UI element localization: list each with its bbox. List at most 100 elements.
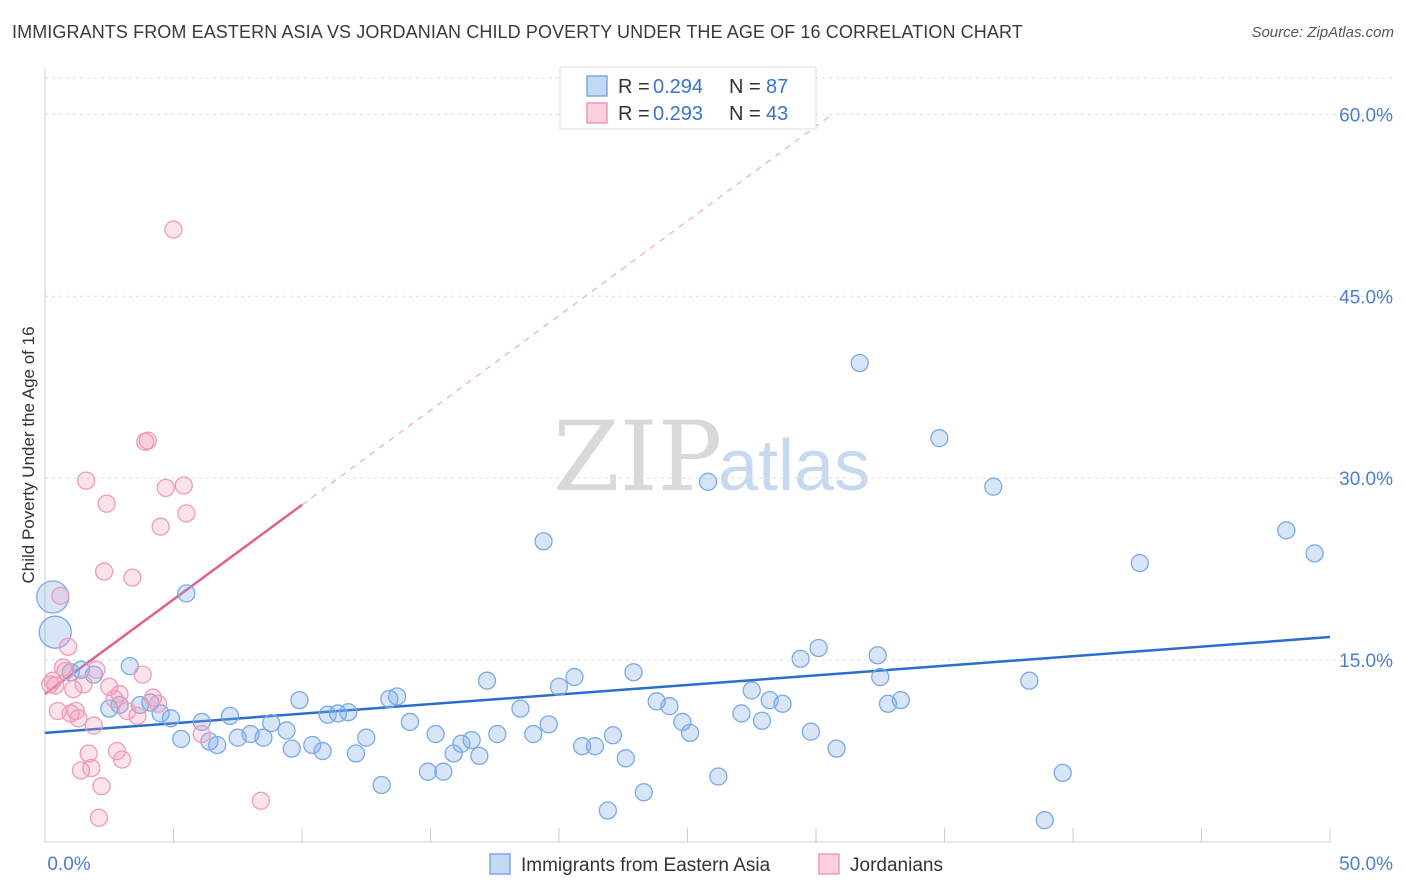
jordanians-point [87,660,106,679]
eastern-asia-point [624,663,643,682]
eastern-asia-point [161,709,181,728]
eastern-asia-trend-line [44,635,1331,735]
legend2-n-label: N = [729,103,761,125]
eastern-asia-point [208,735,227,755]
jordanians-point [66,701,85,721]
eastern-asia-point [891,690,910,710]
eastern-asia-point [372,775,391,795]
eastern-asia-point [809,638,828,658]
eastern-asia-point [177,584,196,603]
legend-swatch-pink [586,102,608,124]
eastern-asia-point [387,687,407,706]
eastern-asia-point [680,723,700,743]
jordanians-point [94,562,114,581]
jordanians-point [148,694,168,713]
source-label: Source: ZipAtlas.com [1251,24,1394,41]
y-tick-label: 30.0% [1339,469,1393,490]
legend-swatch-blue [586,75,608,97]
x-tick-label: 0.0% [47,854,90,875]
eastern-asia-point [801,722,821,741]
jordanians-point [251,791,271,810]
eastern-asia-point [1053,763,1072,783]
eastern-asia-point [616,749,635,768]
eastern-asia-point [709,767,728,786]
y-tick-label: 45.0% [1339,287,1393,308]
jordanians-point [174,476,193,495]
eastern-asia-point [339,703,358,722]
eastern-asia-point [871,667,890,687]
jordanians-point [112,750,132,769]
eastern-asia-point [254,728,273,747]
jordanians-point [123,568,142,587]
eastern-asia-point [598,801,617,820]
trend-lines [44,116,1331,735]
jordanians-point [79,744,98,763]
eastern-asia-point [791,649,810,669]
jordanians-point [138,431,157,450]
y-tick-label: 15.0% [1339,651,1393,672]
watermark-zip: ZIP [553,401,722,513]
eastern-asia-point [698,472,718,491]
jordanians-point [74,675,93,694]
bottom-legend-label-blue: Immigrants from Eastern Asia [521,855,771,876]
eastern-asia-point [585,737,605,756]
legend2-r-label: R = [618,103,650,125]
jordanians-point [97,494,116,513]
legend1-r-value: 0.294 [653,76,703,98]
eastern-asia-point [1020,671,1039,690]
eastern-asia-point [172,729,191,749]
eastern-asia-point [660,697,679,716]
eastern-asia-point [313,741,332,761]
eastern-asia-point [434,762,453,781]
jordanians-point [133,665,152,684]
eastern-asia-point [773,694,792,713]
y-axis-label: Child Poverty Under the Age of 16 [19,326,38,583]
legend2-n-value: 43 [766,103,788,125]
eastern-asia-point [120,657,139,676]
eastern-asia-point [752,711,772,730]
eastern-asia-point [732,704,751,723]
eastern-asia-point [1035,811,1054,830]
eastern-asia-point [426,724,445,744]
jordanians-point [64,680,83,699]
eastern-asia-point [100,699,119,718]
eastern-asia-point [534,532,553,551]
jordanians-point [58,637,78,656]
jordanians-point [89,808,109,827]
eastern-asia-point [1305,544,1324,563]
eastern-asia-point [346,744,366,763]
eastern-asia-point [549,677,569,696]
jordanians-point [92,777,111,796]
bottom-legend-swatch-blue [489,853,511,875]
eastern-asia-point [742,681,761,700]
eastern-asia-point [462,730,481,750]
bottom-legend-swatch-pink [818,853,840,875]
legend1-r-label: R = [618,76,650,98]
eastern-asia-point [524,724,543,744]
legend2-r-value: 0.293 [653,103,703,125]
eastern-asia-point [262,714,281,733]
eastern-asia-point [827,739,846,758]
eastern-asia-point [868,646,887,665]
jordanians-point [56,661,75,681]
jordanians-point [151,517,170,536]
eastern-asia-point [930,429,949,448]
jordanians-trend-extension [301,116,830,506]
jordanians-point [192,724,211,744]
legend1-n-value: 87 [766,76,788,98]
eastern-asia-point [357,728,376,747]
eastern-asia-point [470,746,489,766]
eastern-asia-point [850,353,869,373]
eastern-asia-point [477,671,497,690]
eastern-asia-point [565,667,584,687]
eastern-asia-point [444,744,463,763]
jordanians-point [69,709,88,728]
jordanians-point [43,671,62,690]
eastern-asia-point [282,739,301,758]
jordanians-point [164,220,183,239]
axes [44,68,1331,843]
eastern-asia-point [418,762,438,781]
eastern-asia-point [572,737,592,756]
jordanians-point [46,676,65,695]
